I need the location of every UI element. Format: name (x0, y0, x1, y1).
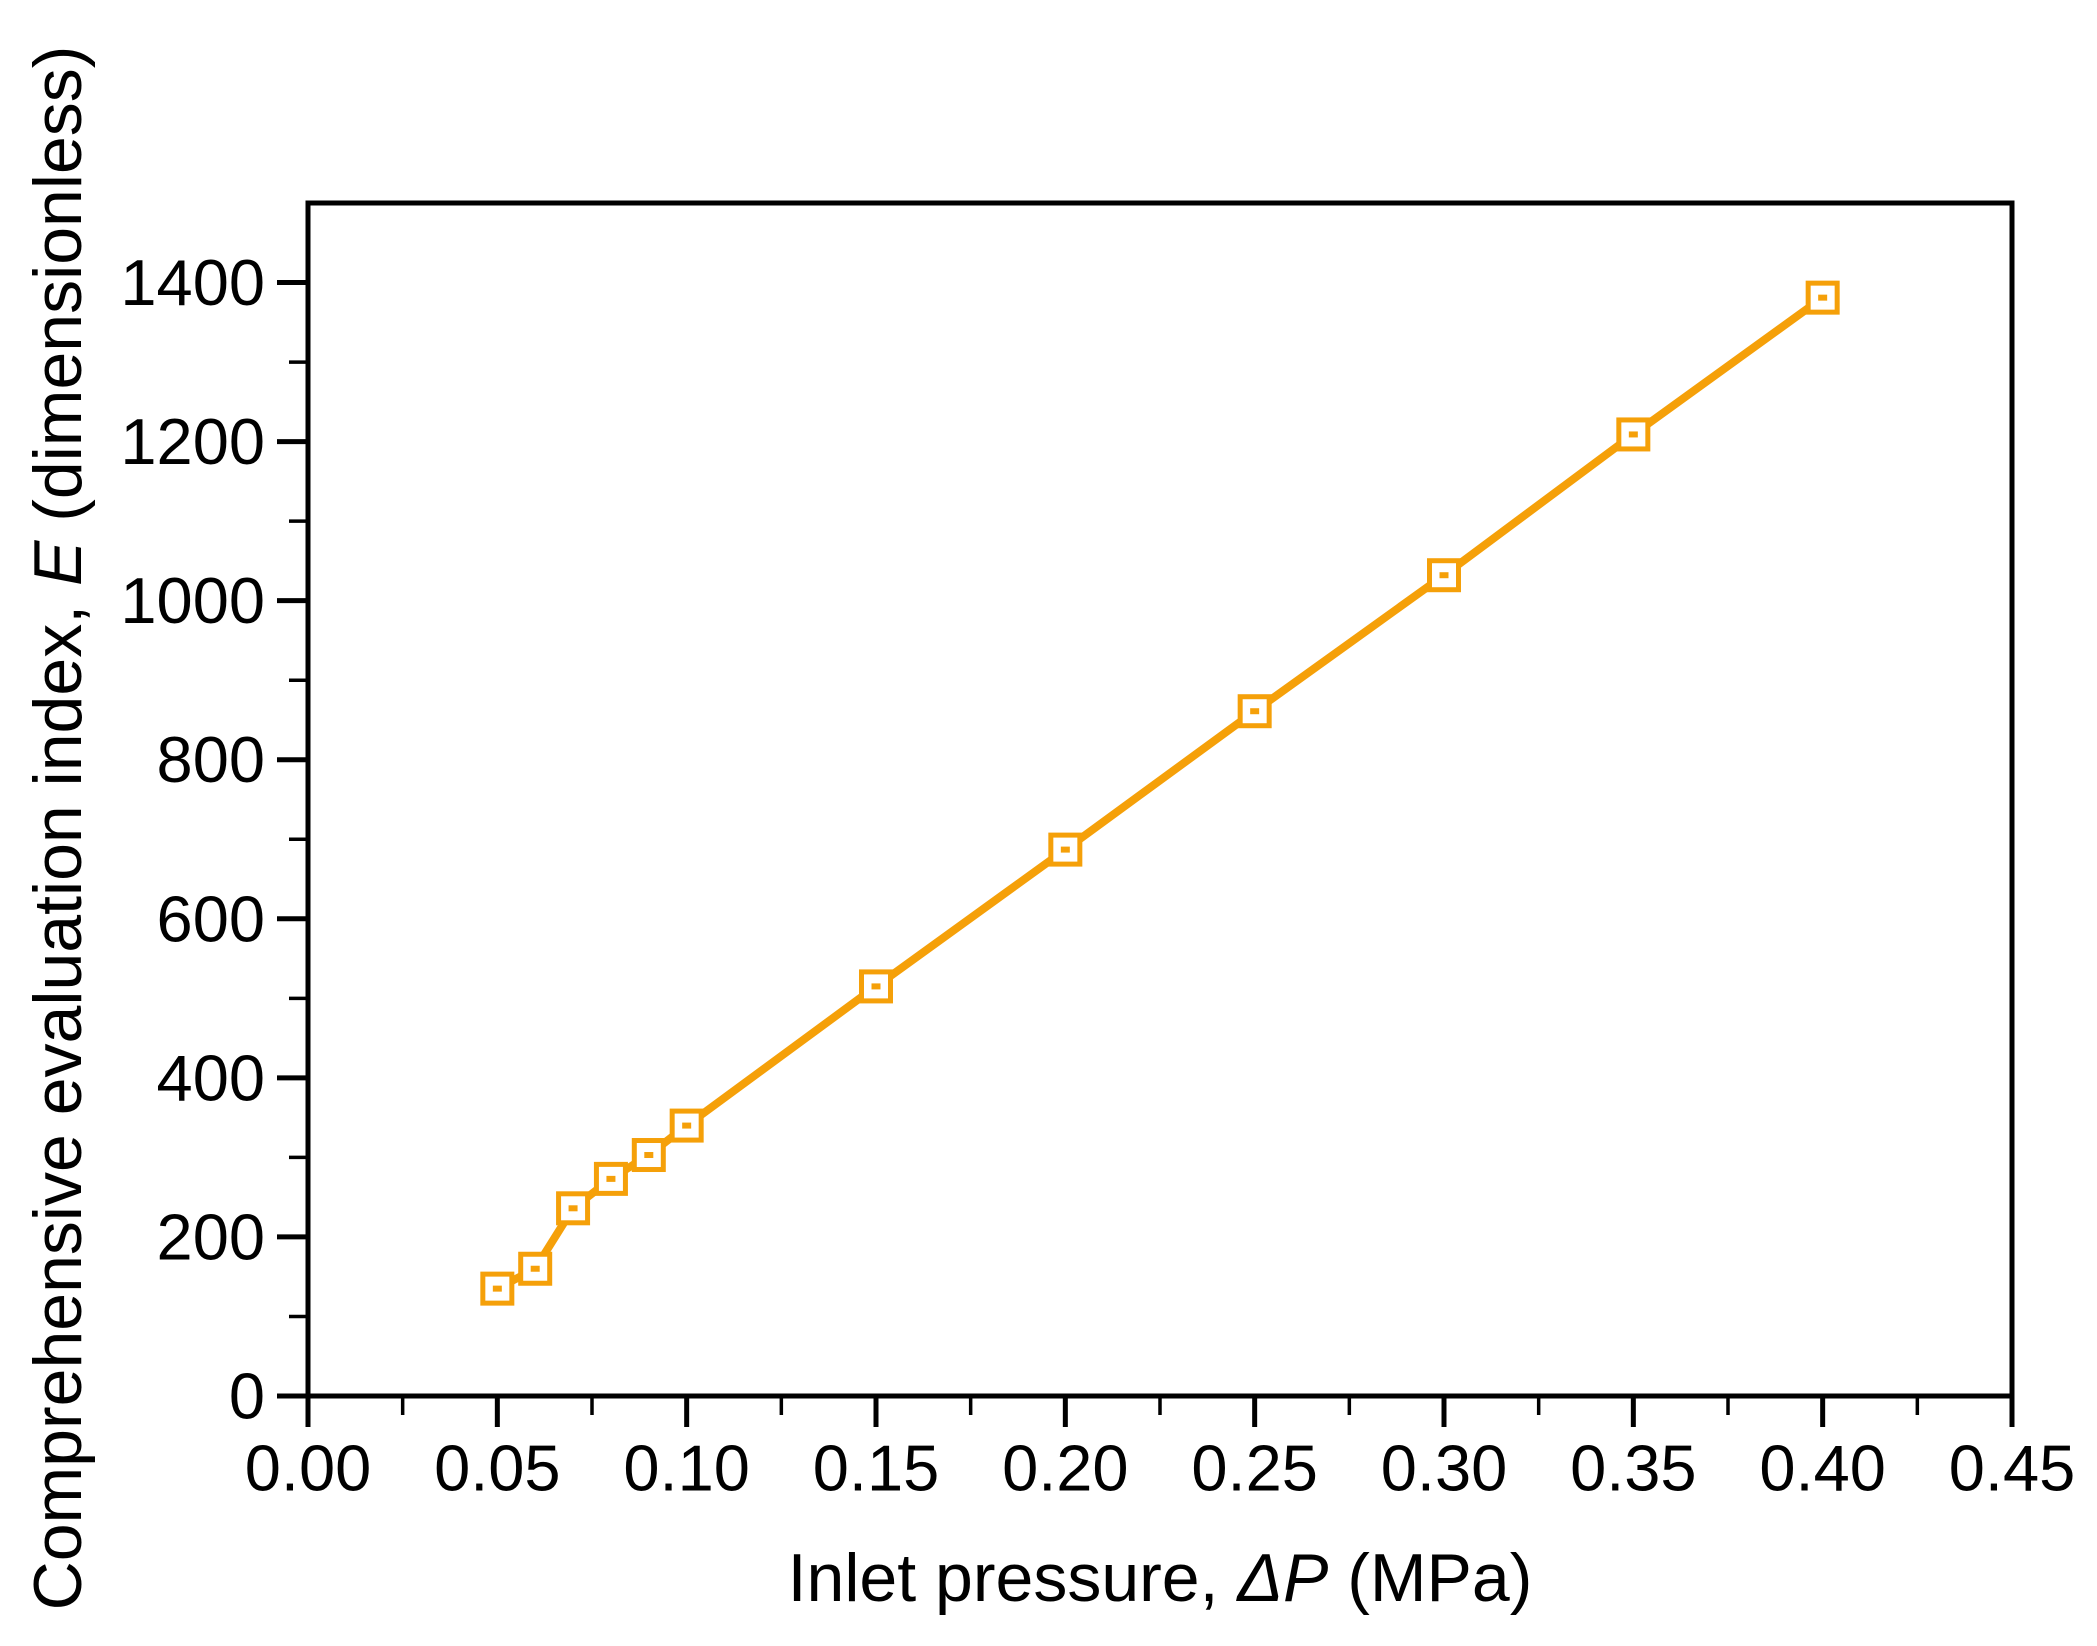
y-tick-label: 1400 (120, 246, 265, 319)
data-point-center-dot (1628, 431, 1638, 438)
x-axis-title: Inlet pressure, ΔP (MPa) (788, 1540, 1533, 1616)
y-tick-label: 1200 (120, 405, 265, 478)
x-tick-label: 0.40 (1759, 1432, 1886, 1505)
x-tick-label: 0.35 (1570, 1432, 1697, 1505)
x-tick-label: 0.00 (245, 1432, 372, 1505)
x-axis-title-segment: (MPa) (1328, 1540, 1532, 1616)
data-point-marker (1805, 280, 1840, 315)
x-tick-label: 0.20 (1002, 1432, 1129, 1505)
y-axis-title-segment: (dimensionless) (20, 46, 96, 541)
data-point-center-dot (1439, 572, 1449, 579)
plot-frame (305, 200, 2015, 1399)
y-axis-title-segment: Comprehensive evaluation index, (20, 586, 96, 1610)
y-tick-label: 400 (157, 1041, 265, 1114)
data-point-center-dot (1818, 294, 1828, 301)
x-axis-title-segment: ΔP (1235, 1540, 1328, 1616)
y-axis-title-segment: E (20, 540, 96, 586)
data-point-center-dot (644, 1152, 654, 1159)
data-point-center-dot (871, 983, 881, 990)
x-tick-label: 0.30 (1381, 1432, 1508, 1505)
data-point-center-dot (682, 1122, 692, 1129)
data-point-center-dot (568, 1205, 578, 1212)
data-point-marker (631, 1138, 666, 1173)
y-tick-label: 600 (157, 882, 265, 955)
data-point-center-dot (1060, 846, 1070, 853)
x-tick-label: 0.05 (434, 1432, 561, 1505)
y-tick-label: 1000 (120, 564, 265, 637)
y-axis-title: Comprehensive evaluation index, E (dimen… (20, 46, 96, 1611)
data-point-center-dot (492, 1285, 502, 1292)
x-tick-label: 0.45 (1949, 1432, 2076, 1505)
data-point-center-dot (1250, 708, 1260, 715)
x-tick-label: 0.15 (813, 1432, 940, 1505)
x-tick-label: 0.10 (623, 1432, 750, 1505)
data-point-center-dot (530, 1265, 540, 1272)
data-point-center-dot (606, 1175, 616, 1182)
y-tick-label: 800 (157, 723, 265, 796)
x-tick-label: 0.25 (1191, 1432, 1318, 1505)
x-axis-title-segment: Inlet pressure, (788, 1540, 1238, 1616)
y-tick-label: 0 (229, 1360, 265, 1433)
y-tick-label: 200 (157, 1200, 265, 1273)
